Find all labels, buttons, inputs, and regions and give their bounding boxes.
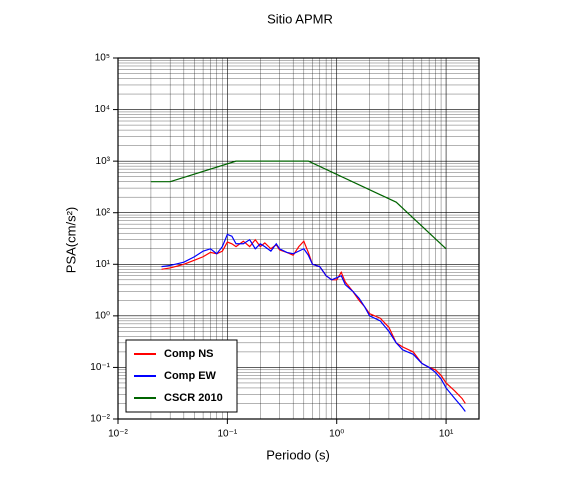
- y-tick-label: 10³: [96, 156, 111, 167]
- legend-label: Comp NS: [164, 348, 214, 360]
- y-tick-label: 10⁴: [95, 104, 110, 115]
- x-tick-label: 10⁰: [329, 429, 344, 440]
- chart-title: Sitio APMR: [267, 11, 333, 26]
- legend-label: Comp EW: [164, 370, 217, 382]
- legend-label: CSCR 2010: [164, 392, 223, 404]
- plot-frame: [117, 57, 480, 420]
- x-tick-label: 10⁻¹: [217, 429, 237, 440]
- series-line: [150, 160, 447, 250]
- y-tick-label: 10²: [96, 207, 111, 218]
- y-tick-label: 10⁰: [95, 310, 110, 321]
- x-tick-label: 10¹: [439, 429, 454, 440]
- y-axis-label: PSA(cm/s²): [63, 207, 78, 273]
- y-tick-label: 10⁻¹: [90, 362, 110, 373]
- y-tick-label: 10⁵: [95, 53, 110, 64]
- y-tick-label: 10¹: [96, 259, 111, 270]
- y-tick-label: 10⁻²: [90, 414, 110, 425]
- x-tick-label: 10⁻²: [108, 429, 128, 440]
- series-line: [161, 233, 466, 412]
- x-axis-label: Periodo (s): [266, 447, 330, 462]
